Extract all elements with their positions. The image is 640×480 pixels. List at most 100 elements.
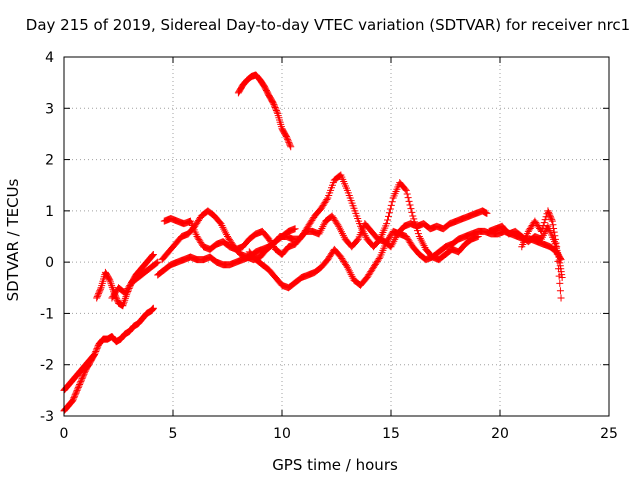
y-tick-label: 3 xyxy=(45,101,54,117)
data-point xyxy=(357,224,365,232)
data-point xyxy=(323,196,331,204)
data-point xyxy=(418,238,426,246)
data-point xyxy=(407,205,415,213)
data-point xyxy=(544,207,552,215)
data-point xyxy=(69,395,77,403)
data-point xyxy=(338,230,346,238)
data-point xyxy=(388,241,396,249)
data-point xyxy=(537,227,545,235)
data-point xyxy=(391,235,399,243)
data-point xyxy=(385,212,393,220)
data-point xyxy=(337,226,345,234)
data-point xyxy=(404,194,412,202)
data-point xyxy=(96,287,104,295)
data-point xyxy=(120,298,128,306)
data-point xyxy=(336,224,344,232)
data-point xyxy=(271,102,279,110)
data-point xyxy=(72,389,80,397)
data-points xyxy=(60,71,566,415)
series-arc-11 xyxy=(518,207,565,302)
data-point xyxy=(555,272,563,280)
series-arc-10 xyxy=(485,222,566,282)
data-point xyxy=(412,221,420,229)
data-point xyxy=(385,209,393,217)
data-point xyxy=(71,391,79,399)
data-point xyxy=(217,220,225,228)
data-point xyxy=(220,225,228,233)
data-point xyxy=(553,243,561,251)
data-point xyxy=(545,208,553,216)
y-axis-label: SDTVAR / TECUs xyxy=(4,178,22,301)
data-point xyxy=(94,343,102,351)
data-point xyxy=(76,380,84,388)
data-point xyxy=(384,216,392,224)
data-point xyxy=(344,265,352,273)
data-point xyxy=(335,222,343,230)
data-point xyxy=(271,104,279,112)
data-point xyxy=(359,228,367,236)
series-arc-2 xyxy=(60,350,99,394)
y-tick-label: 0 xyxy=(45,255,54,271)
x-tick-label: 10 xyxy=(273,426,291,442)
data-point xyxy=(286,141,294,149)
data-point xyxy=(553,250,561,258)
data-point xyxy=(96,285,104,293)
data-point xyxy=(149,251,157,259)
grid-lines xyxy=(64,57,609,416)
data-point xyxy=(113,295,121,303)
data-point xyxy=(361,231,369,239)
data-point xyxy=(403,190,411,198)
data-point xyxy=(408,208,416,216)
data-point xyxy=(70,394,78,402)
data-point xyxy=(273,108,281,116)
data-point xyxy=(93,293,101,301)
data-point xyxy=(483,209,491,217)
data-point xyxy=(538,224,546,232)
data-point xyxy=(546,211,554,219)
data-point xyxy=(415,233,423,240)
data-point xyxy=(219,223,227,231)
data-point xyxy=(540,219,548,227)
data-point xyxy=(71,392,79,400)
data-point xyxy=(319,223,327,231)
data-point xyxy=(558,274,566,282)
x-axis-label: GPS time / hours xyxy=(272,456,398,474)
y-tick-label: -1 xyxy=(40,306,54,322)
data-point xyxy=(148,252,156,260)
data-point xyxy=(283,134,291,142)
data-point xyxy=(406,201,414,209)
data-point xyxy=(315,230,323,238)
data-point xyxy=(375,254,383,262)
data-point xyxy=(149,304,157,312)
y-tick-label: 4 xyxy=(45,50,54,66)
data-point xyxy=(317,226,325,234)
data-point xyxy=(91,350,99,358)
x-tick-label: 25 xyxy=(600,426,618,442)
data-point xyxy=(79,373,87,381)
data-point xyxy=(348,272,356,280)
series-arc-3 xyxy=(93,250,157,310)
data-point xyxy=(554,257,562,265)
data-point xyxy=(538,233,546,241)
data-point xyxy=(121,296,129,304)
plot-frame xyxy=(63,56,610,417)
data-point xyxy=(285,138,293,146)
data-point xyxy=(108,282,116,290)
data-point xyxy=(551,232,559,240)
data-point xyxy=(413,224,421,232)
data-point xyxy=(548,217,556,225)
x-tick-label: 5 xyxy=(169,426,178,442)
data-point xyxy=(550,228,558,236)
data-point xyxy=(221,227,229,235)
data-point xyxy=(539,222,547,230)
x-tick-label: 20 xyxy=(491,426,509,442)
data-point xyxy=(77,376,85,384)
data-point xyxy=(272,106,280,114)
data-point xyxy=(419,240,427,248)
data-point xyxy=(149,250,157,258)
data-point xyxy=(93,294,101,302)
data-point xyxy=(90,351,98,359)
data-point xyxy=(89,352,97,360)
data-point xyxy=(401,185,409,193)
